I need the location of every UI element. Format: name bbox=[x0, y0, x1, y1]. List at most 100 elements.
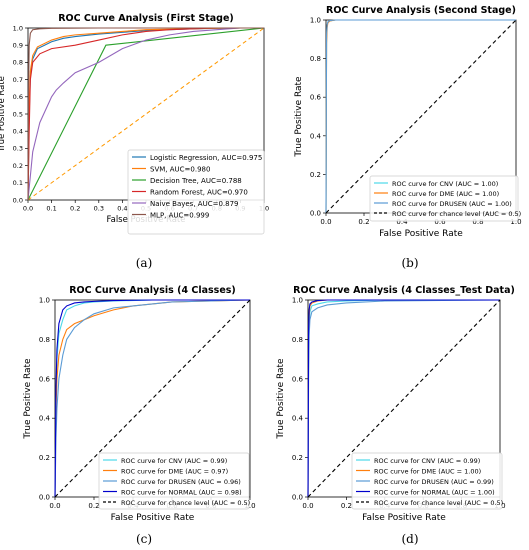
chart-title: ROC Curve Analysis (4 Classes_Test Data) bbox=[293, 285, 515, 296]
legend-entry-5: MLP, AUC=0.999 bbox=[150, 212, 209, 220]
y-tick-label: 0.4 bbox=[13, 127, 23, 135]
x-tick-label: 0.2 bbox=[358, 218, 369, 226]
y-tick-label: 0.6 bbox=[310, 94, 322, 102]
y-tick-label: 0.4 bbox=[39, 415, 51, 423]
roc-chart-4-classes: ROC Curve Analysis (4 Classes) 0.0 0.2 0.4 0… bbox=[23, 285, 256, 523]
x-tick-label: 0.0 bbox=[302, 502, 313, 510]
chart-panel-c: ROC Curve Analysis (4 Classes) 0.0 0.2 0.4 0… bbox=[0, 275, 270, 530]
legend-entry-0: ROC curve for CNV (AUC = 0.99) bbox=[121, 457, 227, 465]
x-tick-label: 0.4 bbox=[396, 218, 408, 226]
series-line-2 bbox=[27, 27, 265, 201]
y-tick-label: 0.8 bbox=[13, 59, 23, 67]
chart-panel-d: ROC Curve Analysis (4 Classes_Test Data)… bbox=[270, 275, 529, 530]
x-tick-label: 0.0 bbox=[49, 502, 60, 510]
roc-chart-4-classes-test: ROC Curve Analysis (4 Classes_Test Data)… bbox=[276, 285, 515, 523]
legend-entry-3: ROC curve for NORMAL (AUC = 1.00) bbox=[374, 488, 495, 496]
x-tick-label: 0.3 bbox=[94, 205, 104, 213]
series-line-3 bbox=[325, 19, 517, 214]
x-tick-label: 0.2 bbox=[70, 205, 80, 213]
x-tick-label: 0.6 bbox=[434, 218, 446, 226]
y-tick-label: 0.2 bbox=[292, 454, 303, 462]
x-tick-label: 1.0 bbox=[510, 218, 521, 226]
legend-box bbox=[127, 149, 265, 235]
x-tick-label: 0.1 bbox=[46, 205, 56, 213]
chart-title: ROC Curve Analysis (First Stage) bbox=[58, 13, 234, 24]
legend-entry-2: ROC curve for DRUSEN (AUC = 0.96) bbox=[121, 478, 241, 486]
legend-entry-1: ROC curve for DME (AUC = 1.00) bbox=[392, 190, 499, 198]
y-tick-label: 1.0 bbox=[13, 24, 23, 32]
series-line-2 bbox=[54, 299, 251, 498]
y-tick-label: 0.8 bbox=[310, 55, 321, 63]
chart-title: ROC Curve Analysis (4 Classes) bbox=[69, 285, 236, 296]
y-tick-label: 0.4 bbox=[310, 132, 322, 140]
y-tick-label: 0.0 bbox=[310, 210, 321, 218]
x-axis-label: False Positive Rate bbox=[362, 513, 446, 523]
caption-b: (b) bbox=[401, 256, 419, 270]
legend-entry-0: ROC curve for CNV (AUC = 0.99) bbox=[374, 457, 480, 465]
y-tick-label: 0.4 bbox=[292, 415, 304, 423]
y-tick-label: 0.0 bbox=[292, 494, 303, 502]
series-line-4 bbox=[307, 299, 501, 498]
chart-title: ROC Curve Analysis (Second Stage) bbox=[326, 5, 516, 16]
chart-panel-a: ROC Curve Analysis (First Stage) 0.0 0.1 0.… bbox=[0, 0, 270, 255]
legend-entry-2: ROC curve for DRUSEN (AUC = 1.00) bbox=[392, 200, 512, 208]
x-tick-label: 1.0 bbox=[244, 502, 255, 510]
x-tick-label: 0.0 bbox=[23, 205, 33, 213]
y-axis-label: True Positive Rate bbox=[294, 76, 304, 158]
y-tick-label: 0.2 bbox=[13, 162, 23, 170]
y-tick-label: 1.0 bbox=[292, 297, 303, 305]
x-tick-label: 0.8 bbox=[472, 218, 483, 226]
legend-entry-1: ROC curve for DME (AUC = 0.97) bbox=[121, 467, 228, 475]
y-tick-label: 0.6 bbox=[292, 375, 304, 383]
x-tick-label: 0.4 bbox=[117, 205, 127, 213]
y-tick-label: 0.5 bbox=[13, 110, 23, 118]
x-tick-label: 0.2 bbox=[341, 502, 352, 510]
legend-entry-1: SVM, AUC=0.980 bbox=[150, 166, 210, 174]
y-tick-label: 0.3 bbox=[13, 145, 23, 153]
y-tick-label: 0.9 bbox=[13, 41, 23, 49]
series-line-5 bbox=[27, 27, 264, 201]
legend-entry-0: ROC curve for CNV (AUC = 1.00) bbox=[392, 180, 498, 188]
y-tick-label: 0.1 bbox=[13, 179, 23, 187]
legend-entry-0: Logistic Regression, AUC=0.975 bbox=[150, 154, 262, 162]
legend-box bbox=[351, 452, 503, 510]
y-axis-label: True Positive Rate bbox=[276, 358, 286, 440]
y-tick-label: 0.0 bbox=[13, 196, 23, 204]
y-axis-label: True Positive Rate bbox=[23, 358, 33, 440]
legend-entry-4: ROC curve for chance level (AUC = 0.5) bbox=[121, 499, 250, 507]
y-tick-label: 0.2 bbox=[310, 171, 321, 179]
caption-c: (c) bbox=[135, 532, 153, 546]
legend-entry-2: ROC curve for DRUSEN (AUC = 0.99) bbox=[374, 478, 494, 486]
legend-box bbox=[369, 175, 519, 222]
roc-chart-second-stage: ROC Curve Analysis (Second Stage) 0.0 0.2 0… bbox=[294, 5, 522, 239]
series-line-3 bbox=[54, 299, 250, 498]
x-tick-label: 0.0 bbox=[320, 218, 331, 226]
legend-entry-1: ROC curve for DME (AUC = 1.00) bbox=[374, 467, 481, 475]
y-tick-label: 0.6 bbox=[13, 93, 23, 101]
legend-entry-3: ROC curve for NORMAL (AUC = 0.98) bbox=[121, 488, 242, 496]
y-tick-label: 0.2 bbox=[39, 454, 50, 462]
caption-a: (a) bbox=[135, 256, 153, 270]
roc-chart-first-stage: ROC Curve Analysis (First Stage) 0.0 0.1 0.… bbox=[0, 13, 269, 235]
legend-entry-4: ROC curve for chance level (AUC = 0.5) bbox=[374, 499, 503, 507]
chart-panel-b: ROC Curve Analysis (Second Stage) 0.0 0.2 0… bbox=[270, 0, 529, 255]
y-axis-label: True Positive Rate bbox=[0, 76, 7, 153]
caption-d: (d) bbox=[401, 532, 419, 546]
y-tick-label: 0.7 bbox=[13, 76, 23, 84]
legend-box bbox=[98, 452, 250, 510]
legend-entry-3: Random Forest, AUC=0.970 bbox=[150, 189, 248, 197]
legend-entry-3: ROC curve for chance level (AUC = 0.5) bbox=[392, 210, 521, 218]
y-tick-label: 0.8 bbox=[292, 336, 303, 344]
series-line-3 bbox=[307, 299, 500, 498]
y-tick-label: 1.0 bbox=[39, 297, 50, 305]
y-tick-label: 0.8 bbox=[39, 336, 50, 344]
y-tick-label: 1.0 bbox=[310, 17, 321, 25]
y-tick-label: 0.6 bbox=[39, 375, 51, 383]
series-line-2 bbox=[325, 19, 516, 214]
series-line-4 bbox=[27, 27, 264, 201]
x-axis-label: False Positive Rate bbox=[379, 229, 463, 239]
y-tick-label: 0.0 bbox=[39, 494, 50, 502]
legend-entry-4: Naive Bayes, AUC=0.879 bbox=[150, 200, 239, 208]
x-axis-label: False Positive Rate bbox=[111, 513, 195, 523]
x-tick-label: 0.2 bbox=[88, 502, 99, 510]
